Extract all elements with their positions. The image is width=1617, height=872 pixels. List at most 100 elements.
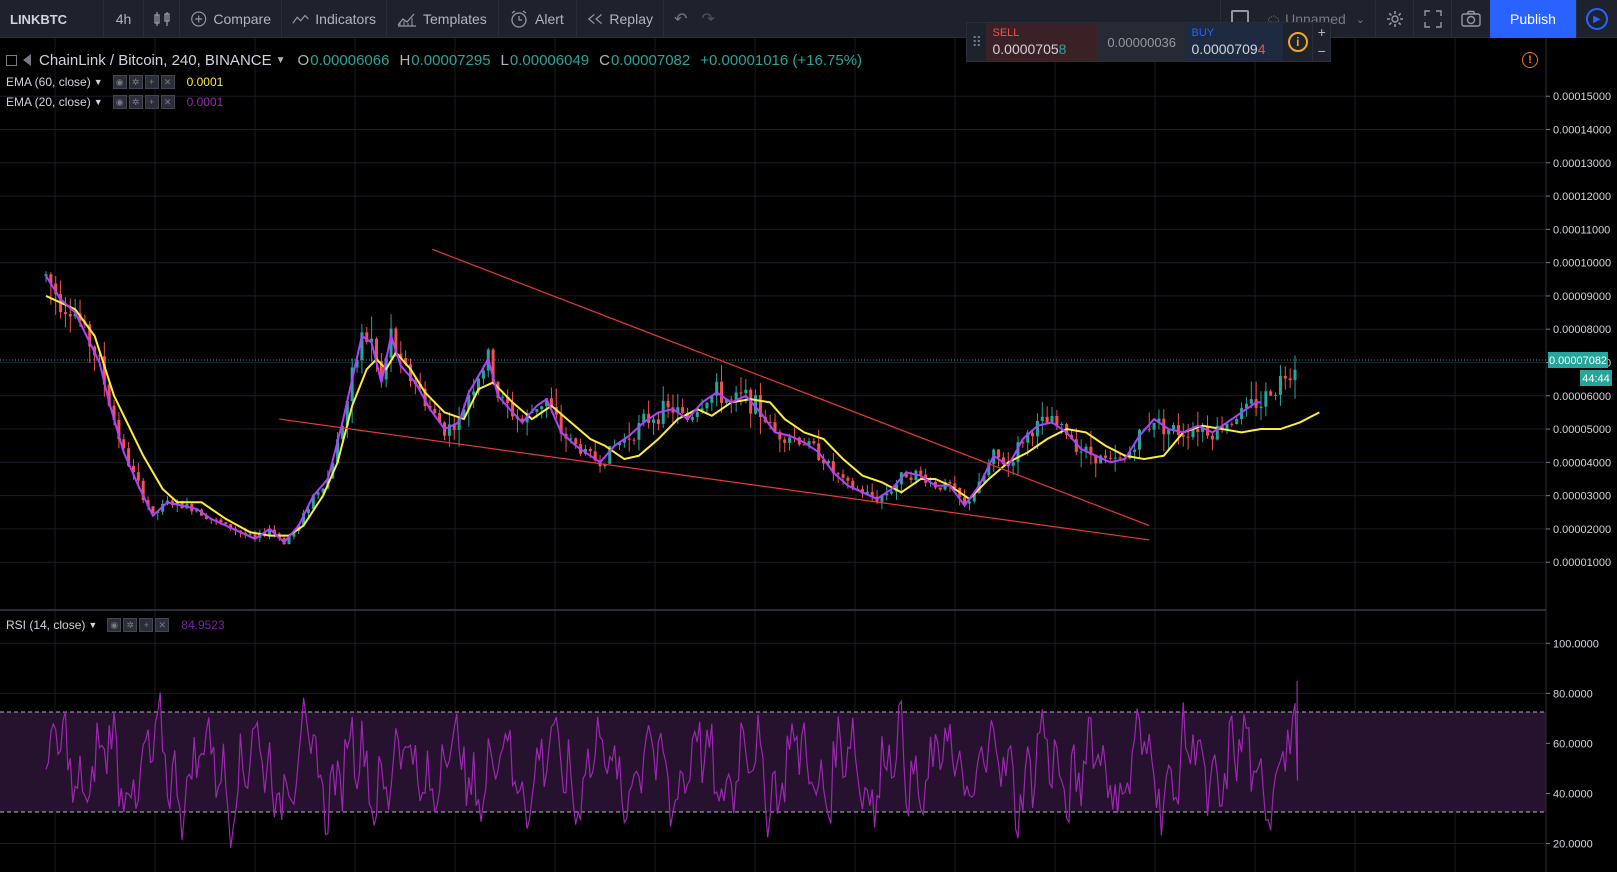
collapse-legend-icon[interactable] xyxy=(6,54,17,66)
candle-body xyxy=(88,324,92,347)
candle-body xyxy=(374,338,378,362)
study-name[interactable]: RSI (14, close) xyxy=(6,618,86,632)
series-menu-chevron-icon[interactable]: ▼ xyxy=(275,54,286,66)
candle-body xyxy=(967,501,971,504)
candle-body xyxy=(399,353,403,359)
study-menu-chevron-icon[interactable]: ▼ xyxy=(93,77,103,87)
plus-icon[interactable]: + xyxy=(144,95,159,109)
candle-body xyxy=(1186,436,1190,438)
plus-icon[interactable]: + xyxy=(139,618,154,632)
study-menu-chevron-icon[interactable]: ▼ xyxy=(88,620,98,630)
candle-body xyxy=(214,519,218,521)
candle-body xyxy=(345,400,349,426)
candle-body xyxy=(1045,416,1049,424)
alert-button[interactable]: Alert xyxy=(499,0,577,38)
cloud-icon xyxy=(1268,15,1279,23)
candle-body xyxy=(248,534,252,536)
close-icon[interactable]: ✕ xyxy=(160,75,175,89)
price-tick-label: 0.00003000 xyxy=(1553,491,1611,503)
sell-label: SELL xyxy=(992,27,1020,39)
candle-body xyxy=(141,480,145,501)
templates-button[interactable]: Templates xyxy=(387,0,499,38)
sell-button[interactable]: SELL 0.00007058 xyxy=(986,23,1098,61)
replay-button[interactable]: Replay xyxy=(577,0,664,38)
series-title[interactable]: ChainLink / Bitcoin, 240, BINANCE xyxy=(39,51,272,69)
candle-body xyxy=(321,488,325,493)
study-name[interactable]: EMA (20, close) xyxy=(6,95,91,109)
eye-icon[interactable]: ◉ xyxy=(112,95,127,109)
study-menu-chevron-icon[interactable]: ▼ xyxy=(93,97,103,107)
candle-body xyxy=(938,487,942,490)
compare-button[interactable]: Compare xyxy=(180,0,282,38)
gear-icon xyxy=(1386,11,1403,27)
interval-button[interactable]: 4h xyxy=(104,0,144,38)
candle-body xyxy=(1084,446,1088,452)
candle-body xyxy=(1181,434,1185,437)
redo-icon[interactable]: ↷ xyxy=(701,11,715,28)
plus-icon[interactable]: + xyxy=(144,75,159,89)
candle-body xyxy=(1035,420,1039,437)
eye-icon[interactable]: ◉ xyxy=(112,75,127,89)
candle-body xyxy=(666,400,670,408)
drag-handle-icon[interactable]: ⠿ xyxy=(971,33,982,50)
undo-icon[interactable]: ↶ xyxy=(674,11,688,28)
candle-body xyxy=(316,492,320,495)
close-icon[interactable]: ✕ xyxy=(160,95,175,109)
ema20-line xyxy=(45,275,1261,544)
candle-body xyxy=(331,463,335,479)
candle-body xyxy=(68,314,72,317)
alert-label: Alert xyxy=(535,11,564,27)
candle-body xyxy=(676,407,680,413)
study-name[interactable]: EMA (60, close) xyxy=(6,75,91,89)
low-value: L0.00006049 xyxy=(500,51,590,69)
change-value: +0.00001016 (+16.75%) xyxy=(700,51,863,69)
close-icon[interactable]: ✕ xyxy=(155,618,170,632)
buy-button[interactable]: BUY 0.00007094 xyxy=(1185,23,1284,61)
candle-body xyxy=(350,367,354,401)
candle-body xyxy=(452,424,456,431)
fullscreen-button[interactable] xyxy=(1414,0,1452,38)
candle-body xyxy=(477,378,481,392)
candle-body xyxy=(739,392,743,394)
minus-button[interactable]: − xyxy=(1317,43,1326,59)
indicators-label: Indicators xyxy=(315,11,376,27)
candle-body xyxy=(778,431,782,440)
candle-body xyxy=(73,313,77,317)
candle-body xyxy=(686,412,690,420)
ema60-line xyxy=(45,295,1320,537)
candle-body xyxy=(355,359,359,368)
settings-button[interactable] xyxy=(1376,0,1414,38)
price-tick-label: 0.00008000 xyxy=(1553,324,1611,336)
study-value: 0.0001 xyxy=(186,95,224,109)
candle-body xyxy=(656,419,660,424)
chart-style-button[interactable] xyxy=(144,0,180,38)
templates-label: Templates xyxy=(423,11,487,27)
snapshot-button[interactable] xyxy=(1452,0,1490,38)
trade-info-button[interactable]: i xyxy=(1283,23,1312,61)
gear-icon[interactable]: ✲ xyxy=(128,75,143,89)
candle-body xyxy=(617,442,621,446)
candle-body xyxy=(1230,423,1234,425)
candle-body xyxy=(1220,425,1224,430)
candle-body xyxy=(1215,425,1219,440)
publish-button[interactable]: Publish xyxy=(1490,0,1576,38)
price-tick-label: 0.00004000 xyxy=(1553,457,1611,469)
candle-body xyxy=(365,332,369,342)
play-button[interactable]: ▶ xyxy=(1576,0,1617,38)
plus-button[interactable]: + xyxy=(1317,24,1326,40)
candle-body xyxy=(1176,425,1180,435)
candle-body xyxy=(447,424,451,436)
price-chart[interactable]: 0.00015000 0.00014000 0.00013000 0.00012000… xyxy=(0,38,1617,872)
data-warning-icon[interactable]: ! xyxy=(1522,52,1538,68)
candle-body xyxy=(306,508,310,514)
indicators-button[interactable]: Indicators xyxy=(282,0,387,38)
candle-body xyxy=(734,392,738,400)
last-price-label: 0.00007082 xyxy=(1549,355,1607,367)
gear-icon[interactable]: ✲ xyxy=(128,95,143,109)
buy-sell-widget: ⠿ SELL 0.00007058 0.00000036 BUY 0.00007… xyxy=(966,22,1331,62)
gear-icon[interactable]: ✲ xyxy=(123,618,138,632)
symbol-search-button[interactable]: LINKBTC xyxy=(0,0,104,38)
candle-body xyxy=(311,494,315,509)
candle-body xyxy=(287,536,291,545)
eye-icon[interactable]: ◉ xyxy=(107,618,122,632)
